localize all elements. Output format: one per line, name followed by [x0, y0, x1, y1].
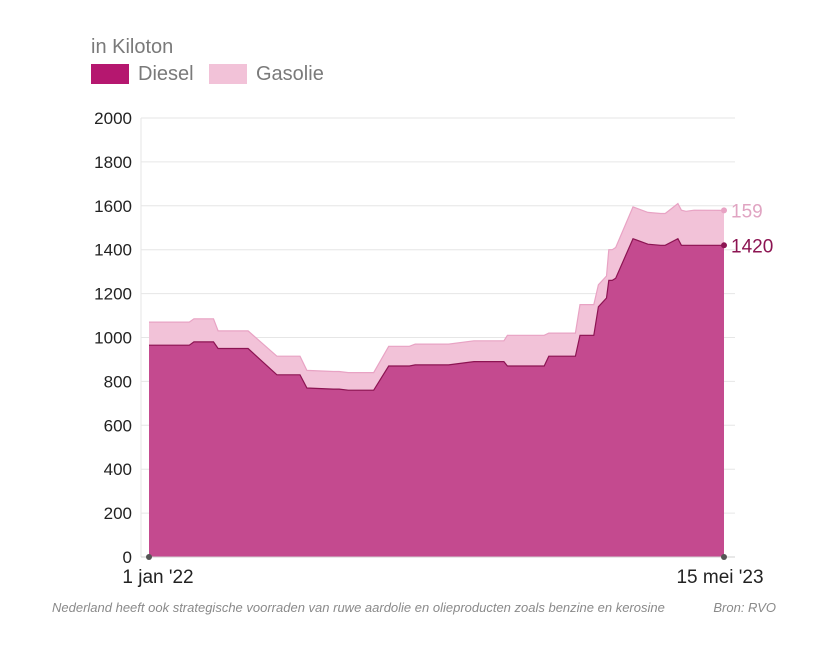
diesel-end-dot [721, 242, 727, 249]
y-tick-label: 1200 [94, 285, 132, 304]
y-tick-label: 0 [123, 548, 132, 567]
gasolie-end-dot [721, 207, 727, 214]
footnote: Nederland heeft ook strategische voorrad… [52, 600, 665, 615]
x-end-label: 15 mei '23 [676, 567, 763, 588]
y-tick-label: 1000 [94, 329, 132, 348]
y-tick-label: 600 [104, 416, 132, 435]
gasolie-end-label: 159 [731, 201, 763, 222]
end-markers: 159 1420 [146, 201, 773, 560]
y-tick-label: 400 [104, 460, 132, 479]
area-gasolie [149, 203, 724, 391]
chart-areas [141, 202, 735, 558]
y-tick-label: 2000 [94, 109, 132, 128]
y-tick-label: 800 [104, 372, 132, 391]
legend-label-diesel: Diesel [138, 63, 194, 85]
y-tick-label: 1800 [94, 153, 132, 172]
y-tick-label: 1600 [94, 197, 132, 216]
source-label: Bron: RVO [713, 600, 776, 615]
x-start-marker [146, 554, 152, 560]
y-tick-label: 1400 [94, 241, 132, 260]
line-gasolie [149, 202, 725, 374]
legend-swatch-gasolie [209, 64, 247, 84]
legend-swatch-diesel [91, 64, 129, 84]
x-start-label: 1 jan '22 [122, 567, 193, 588]
line-diesel [149, 237, 724, 391]
y-axis-ticks: 0 200 400 600 800 1000 1200 1400 1600 1800 2000 [94, 109, 132, 567]
legend-label-gasolie: Gasolie [256, 63, 324, 85]
area-diesel [149, 238, 724, 557]
y-tick-label: 200 [104, 504, 132, 523]
x-end-marker [721, 554, 727, 560]
unit-label: in Kiloton [91, 36, 173, 58]
diesel-end-label: 1420 [731, 236, 773, 257]
